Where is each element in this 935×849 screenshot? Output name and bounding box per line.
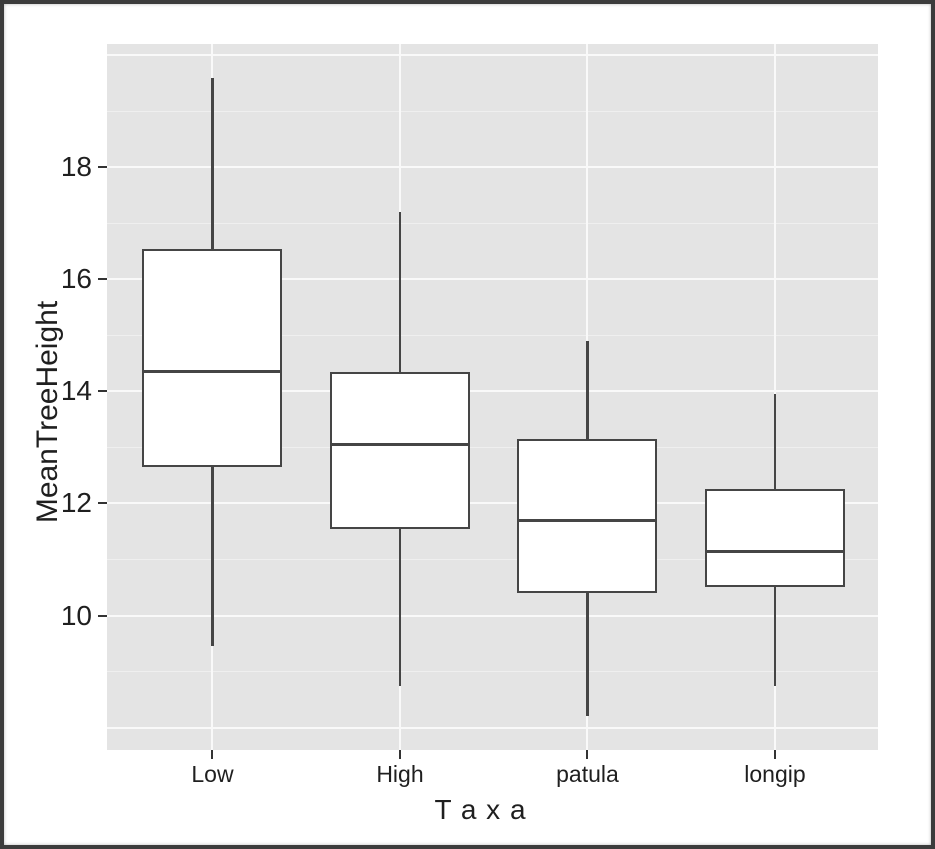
x-axis-tick-label: longip	[744, 761, 806, 787]
y-axis-tick-label: 10	[60, 599, 92, 631]
y-axis-tick-mark	[98, 614, 107, 617]
y-gridline-major	[107, 54, 878, 57]
boxplot-box-High	[329, 371, 470, 529]
y-gridline-minor	[107, 334, 878, 336]
boxplot-median-patula	[519, 518, 656, 522]
y-gridline-major	[107, 502, 878, 505]
y-gridline-minor	[107, 446, 878, 448]
y-gridline-major	[107, 166, 878, 169]
x-axis-tick-mark	[398, 750, 401, 759]
x-axis-tick-mark	[211, 750, 214, 759]
x-axis-title: T a x a	[434, 794, 527, 825]
plot-panel	[107, 44, 878, 750]
boxplot-median-Low	[144, 370, 281, 374]
y-axis-tick-mark	[98, 502, 107, 505]
x-axis-tick-label: Low	[191, 761, 234, 787]
y-axis-tick-label: 16	[60, 263, 92, 295]
y-axis-title: MeanTreeHeight	[31, 300, 64, 524]
y-gridline-minor	[107, 671, 878, 673]
y-gridline-major	[107, 390, 878, 393]
y-axis-tick-mark	[98, 278, 107, 281]
boxplot-median-High	[331, 443, 468, 447]
y-axis-tick-label: 14	[60, 375, 92, 407]
y-axis-tick-label: 12	[60, 487, 92, 519]
y-gridline-major	[107, 278, 878, 281]
boxplot-box-patula	[517, 439, 658, 594]
boxplot-median-longip	[706, 549, 843, 553]
y-gridline-minor	[107, 222, 878, 224]
y-gridline-minor	[107, 558, 878, 560]
x-axis-tick-mark	[586, 750, 589, 759]
y-axis-tick-mark	[98, 166, 107, 169]
y-axis-tick-label: 18	[60, 151, 92, 183]
x-axis-tick-label: High	[376, 761, 424, 787]
y-gridline-major	[107, 614, 878, 617]
y-gridline-major	[107, 726, 878, 729]
x-axis-tick-mark	[773, 750, 776, 759]
x-axis-tick-label: patula	[556, 761, 619, 787]
y-gridline-minor	[107, 110, 878, 112]
boxplot-box-Low	[142, 248, 283, 468]
y-axis-tick-mark	[98, 390, 107, 393]
boxplot-box-longip	[704, 489, 845, 588]
